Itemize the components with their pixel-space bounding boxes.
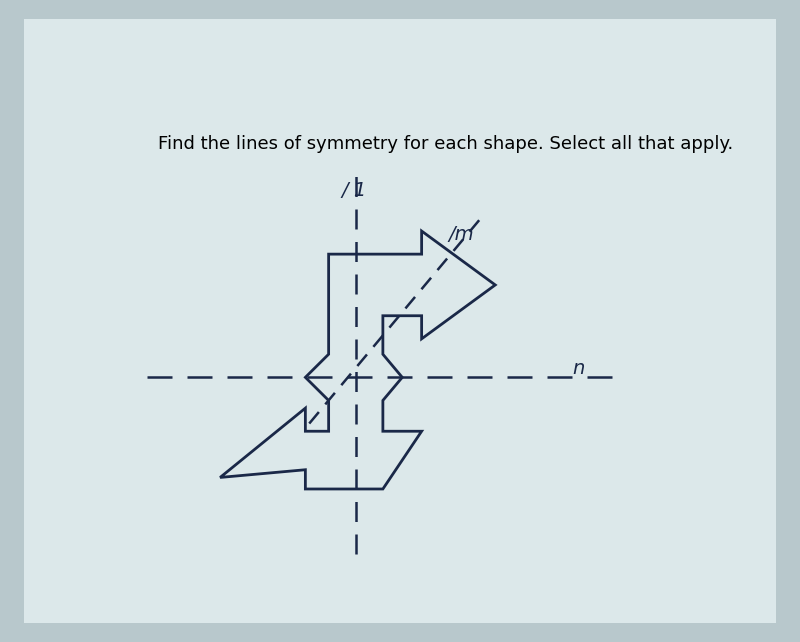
Text: /m: /m (449, 225, 474, 245)
Text: n: n (573, 359, 585, 377)
Text: Find the lines of symmetry for each shape. Select all that apply.: Find the lines of symmetry for each shap… (158, 135, 734, 153)
Text: / 1: / 1 (342, 182, 367, 200)
